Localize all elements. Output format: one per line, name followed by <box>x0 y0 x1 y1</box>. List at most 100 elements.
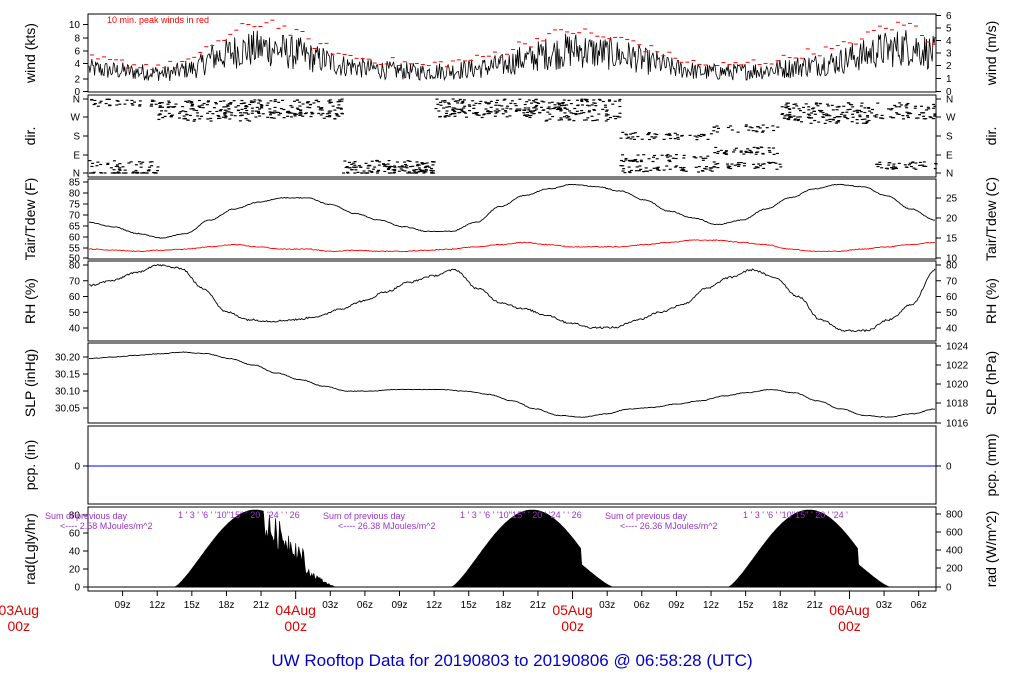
panel-frame-slp <box>87 342 937 424</box>
panel-frame-temperature <box>87 178 937 260</box>
ytick-label-left: 65 <box>69 222 81 233</box>
ytick-label-left: N <box>73 95 80 106</box>
time-tick-label: 12z <box>426 600 442 611</box>
radiation-sum-label: Sum of previous day <box>605 511 688 521</box>
panel-slp <box>87 342 937 424</box>
day-label-date: 06Aug <box>829 602 869 618</box>
ytick-label-left: 80 <box>69 261 81 272</box>
day-label-date: 05Aug <box>552 602 592 618</box>
ytick-label-right: E <box>946 151 953 162</box>
time-tick-label: 06z <box>911 600 927 611</box>
radiation-sum-label: Sum of previous day <box>323 511 406 521</box>
radiation-hour-marks: 1 ' 3 ' '6 ' '10''15'' ' 20 ' '24 ' ' 26 <box>460 510 582 520</box>
panel-radiation <box>87 506 937 592</box>
radiation-hour-marks: 1 ' 3 ' '6 ' '10''15'' ' 20 ' '24 ' ' 26 <box>178 510 300 520</box>
ytick-label-left: 60 <box>69 292 81 303</box>
time-tick-label: 03z <box>876 600 892 611</box>
ytick-label-left: 70 <box>69 276 81 287</box>
ytick-label-right: 1018 <box>946 399 969 410</box>
ytick-label-right: W <box>946 113 956 124</box>
ylabel-right-wind: wind (m/s) <box>983 21 999 87</box>
day-label-date: 03Aug <box>0 602 39 618</box>
ytick-label-left: 2 <box>74 75 80 86</box>
slp-series-0 <box>88 351 936 418</box>
ytick-label-right: 3 <box>946 49 952 60</box>
ytick-label-left: 30.20 <box>55 353 80 364</box>
ytick-label-right: 25 <box>946 194 958 205</box>
ylabel-right-rh: RH (%) <box>983 278 999 324</box>
time-tick-label: 03z <box>322 600 338 611</box>
ytick-label-right: N <box>946 169 953 180</box>
ylabel-left-temperature: Tair/Tdew (F) <box>22 178 38 260</box>
ytick-label-left: N <box>73 169 80 180</box>
ytick-label-right: 600 <box>946 528 963 539</box>
time-tick-label: 12z <box>703 600 719 611</box>
ytick-label-right: 800 <box>946 510 963 521</box>
ytick-label-right: 0 <box>946 583 952 594</box>
ytick-label-right: 15 <box>946 234 958 245</box>
ytick-label-left: 0 <box>74 583 80 594</box>
ylabel-right-slp: SLP (hPa) <box>983 351 999 415</box>
ytick-label-right: 0 <box>946 87 952 98</box>
ytick-label-right: N <box>946 95 953 106</box>
time-tick-label: 18z <box>495 600 511 611</box>
ylabel-left-direction: dir. <box>22 127 38 146</box>
time-tick-label: 21z <box>530 600 546 611</box>
ytick-label-left: E <box>73 151 80 162</box>
panel-frame-radiation <box>87 506 937 592</box>
ylabel-right-direction: dir. <box>983 127 999 146</box>
ytick-label-right: 50 <box>946 308 958 319</box>
panel-frame-wind <box>87 13 937 93</box>
ytick-label-left: W <box>71 113 81 124</box>
ytick-label-right: 70 <box>946 276 958 287</box>
ytick-label-left: 0 <box>74 462 80 473</box>
time-tick-label: 18z <box>772 600 788 611</box>
ytick-label-right: 0 <box>946 462 952 473</box>
solar-radiation-area <box>174 509 337 588</box>
radiation-hour-marks: 1 ' 3 ' '6 ' '10''15'' ' 20 ' '24 ' <box>743 510 848 520</box>
ytick-label-left: 8 <box>74 34 80 45</box>
rh-series-0 <box>88 263 936 333</box>
time-tick-label: 21z <box>807 600 823 611</box>
time-tick-label: 15z <box>461 600 477 611</box>
ytick-label-right: 1024 <box>946 342 969 353</box>
ytick-label-left: 30.10 <box>55 387 80 398</box>
ytick-label-left: 80 <box>69 511 81 522</box>
ytick-label-left: 60 <box>69 233 81 244</box>
time-tick-label: 06z <box>634 600 650 611</box>
ytick-label-right: 80 <box>946 261 958 272</box>
ylabel-right-temperature: Tair/Tdew (C) <box>983 177 999 261</box>
day-label-hour: 00z <box>7 618 30 634</box>
peak-wind-annotation: 10 min. peak winds in red <box>107 15 209 25</box>
ytick-label-right: 6 <box>946 11 952 22</box>
ytick-label-left: 50 <box>69 254 81 265</box>
ytick-label-right: 2 <box>946 61 952 72</box>
ytick-label-left: 40 <box>69 324 81 335</box>
ylabel-right-radiation: rad (W/m^2) <box>983 511 999 588</box>
ytick-label-left: 10 <box>69 20 81 31</box>
day-label-hour: 00z <box>561 618 584 634</box>
radiation-sum-value: <---- 26.36 MJoules/m^2 <box>620 521 718 531</box>
ytick-label-right: 10 <box>946 254 958 265</box>
ytick-label-left: 80 <box>69 189 81 200</box>
ytick-label-right: 5 <box>946 24 952 35</box>
time-tick-label: 06z <box>357 600 373 611</box>
ylabel-left-radiation: rad(Lgly/hr) <box>22 513 38 585</box>
ytick-label-left: 75 <box>69 200 81 211</box>
ytick-label-left: 4 <box>74 59 80 70</box>
ytick-label-right: 1020 <box>946 380 969 391</box>
temperature-series-0 <box>88 183 936 239</box>
day-label-hour: 00z <box>284 618 307 634</box>
ytick-label-right: 4 <box>946 36 952 47</box>
chart-title: UW Rooftop Data for 20190803 to 20190806… <box>271 651 752 670</box>
ytick-label-right: 40 <box>946 324 958 335</box>
ytick-label-right: 20 <box>946 214 958 225</box>
ytick-label-right: 200 <box>946 564 963 575</box>
panel-wind <box>87 13 937 93</box>
ytick-label-left: 6 <box>74 47 80 58</box>
time-tick-label: 15z <box>738 600 754 611</box>
temperature-series-1 <box>88 239 936 253</box>
ytick-label-left: 85 <box>69 178 81 189</box>
panel-temperature <box>87 178 937 260</box>
ytick-label-left: 20 <box>69 565 81 576</box>
